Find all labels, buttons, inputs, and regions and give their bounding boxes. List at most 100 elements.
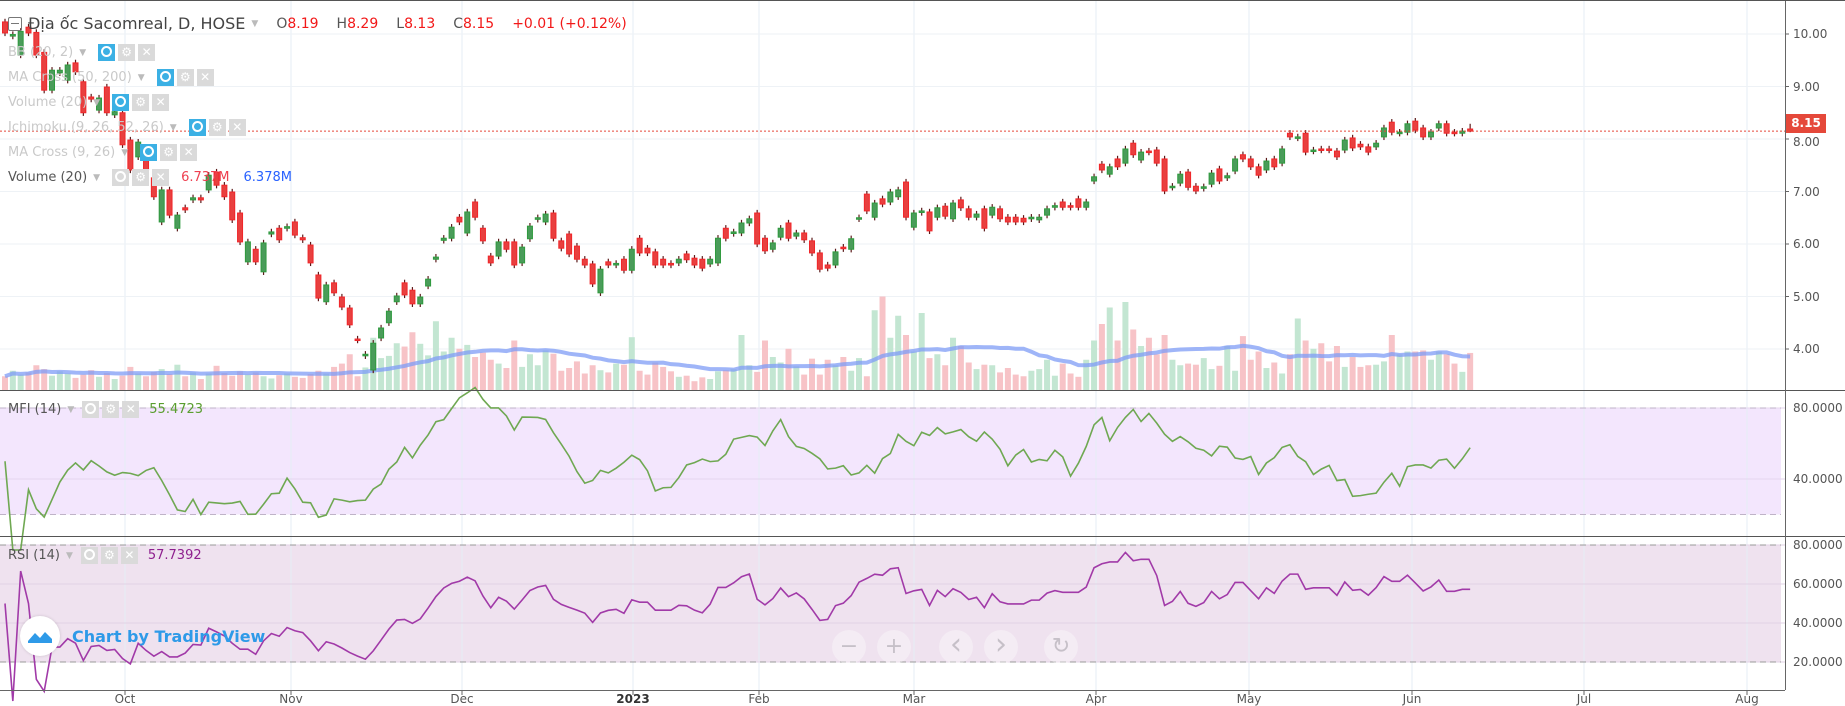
eye-icon[interactable] xyxy=(140,144,158,161)
volume-bar xyxy=(1427,359,1434,390)
candle-down xyxy=(72,62,79,73)
scroll-left-button[interactable]: ‹ xyxy=(939,630,973,664)
candle-up xyxy=(1177,173,1184,184)
volume-bar xyxy=(111,379,118,390)
volume-bar xyxy=(1365,365,1372,390)
volume-bar xyxy=(72,377,79,390)
volume-bar xyxy=(1286,354,1293,390)
indicator-label[interactable]: MA Cross (9, 26) xyxy=(8,145,116,160)
high-value: H8.29 xyxy=(336,15,379,32)
candle-up xyxy=(1232,158,1239,172)
indicator-label[interactable]: Volume (20) xyxy=(8,170,88,185)
chevron-down-icon[interactable]: ▼ xyxy=(67,404,75,415)
eye-icon[interactable] xyxy=(156,69,174,86)
chevron-down-icon[interactable]: ▼ xyxy=(79,47,87,58)
chevron-down-icon[interactable]: ▼ xyxy=(169,122,177,133)
candle-down xyxy=(722,227,729,239)
gear-icon[interactable]: ⚙ xyxy=(208,119,226,136)
volume-bar xyxy=(597,370,604,390)
rsi-legend[interactable]: RSI (14) ▼ ⚙ ✕ 57.7392 xyxy=(8,547,202,564)
candle-up xyxy=(1036,216,1043,221)
eye-icon[interactable] xyxy=(98,44,116,61)
reset-chart-button[interactable]: ↻ xyxy=(1044,630,1078,664)
watermark-text[interactable]: Chart by TradingView xyxy=(72,626,266,646)
indicator-ma-cross-9-26[interactable]: MA Cross (9, 26) ▼ ⚙ ✕ xyxy=(8,144,198,161)
volume-bar xyxy=(284,373,291,390)
close-icon[interactable]: ✕ xyxy=(152,169,170,186)
volume-bar xyxy=(636,370,643,390)
candle-down xyxy=(1420,127,1427,138)
candle-down xyxy=(1412,120,1419,131)
close-icon[interactable]: ✕ xyxy=(120,547,138,564)
gear-icon[interactable]: ⚙ xyxy=(100,547,118,564)
rsi-label[interactable]: RSI (14) xyxy=(8,548,60,563)
candle-down xyxy=(903,181,910,218)
chevron-down-icon[interactable]: ▼ xyxy=(121,147,129,158)
close-icon[interactable]: ✕ xyxy=(138,44,156,61)
volume-bar xyxy=(918,313,925,390)
close-icon[interactable]: ✕ xyxy=(196,69,214,86)
candle-down xyxy=(636,237,643,254)
volume-bar xyxy=(80,374,87,390)
candle-down xyxy=(581,258,588,266)
chevron-down-icon[interactable]: ▼ xyxy=(93,97,101,108)
gear-icon[interactable]: ⚙ xyxy=(132,169,150,186)
candle-down xyxy=(942,205,949,217)
indicator-volume[interactable]: Volume (20) ▼ ⚙ ✕ 6.737M 6.378M xyxy=(8,169,292,186)
zoom-in-button[interactable]: + xyxy=(877,630,911,664)
candle-up xyxy=(17,30,24,56)
volume-bar xyxy=(252,372,259,390)
candle-up xyxy=(519,246,526,264)
volume-bar xyxy=(644,374,651,390)
candle-up xyxy=(1208,172,1215,185)
candle-up xyxy=(1341,139,1348,151)
gear-icon[interactable]: ⚙ xyxy=(118,44,136,61)
chevron-down-icon[interactable]: ▼ xyxy=(93,172,101,183)
indicator-volume-hidden[interactable]: Volume (20) ▼ ⚙ ✕ xyxy=(8,94,170,111)
eye-icon[interactable] xyxy=(82,401,100,418)
zoom-out-button[interactable]: − xyxy=(832,630,866,664)
eye-icon[interactable] xyxy=(112,94,130,111)
eye-icon[interactable] xyxy=(80,547,98,564)
indicator-bb[interactable]: BB (20, 2) ▼ ⚙ ✕ xyxy=(8,44,156,61)
close-icon[interactable]: ✕ xyxy=(228,119,246,136)
close-icon[interactable]: ✕ xyxy=(152,94,170,111)
symbol-title[interactable]: Địa ốc Sacomreal, D, HOSE xyxy=(28,14,246,33)
candle-up xyxy=(56,69,63,74)
candle-down xyxy=(1012,216,1019,223)
candle-down xyxy=(103,86,110,114)
candle-down xyxy=(479,227,486,242)
candle-up xyxy=(1028,216,1035,220)
candle-down xyxy=(965,208,972,218)
candle-down xyxy=(1216,168,1223,182)
gear-icon[interactable]: ⚙ xyxy=(102,401,120,418)
chevron-down-icon[interactable]: ▼ xyxy=(65,550,73,561)
collapse-legend-icon[interactable] xyxy=(8,16,22,31)
volume-bar xyxy=(1098,324,1105,390)
volume-bar xyxy=(1177,365,1184,390)
tradingview-watermark[interactable]: Chart by TradingView xyxy=(20,616,265,656)
indicator-label[interactable]: Ichimoku (9, 26, 52, 26) xyxy=(8,120,164,135)
scroll-right-button[interactable]: › xyxy=(984,630,1018,664)
indicator-label[interactable]: BB (20, 2) xyxy=(8,45,74,60)
chevron-down-icon[interactable]: ▼ xyxy=(251,18,259,29)
candle-up xyxy=(707,258,714,265)
volume-bar xyxy=(425,355,432,390)
gear-icon[interactable]: ⚙ xyxy=(176,69,194,86)
close-icon[interactable]: ✕ xyxy=(180,144,198,161)
eye-icon[interactable] xyxy=(112,169,130,186)
close-icon[interactable]: ✕ xyxy=(122,401,140,418)
indicator-ma-cross-50-200[interactable]: MA Cross (50, 200) ▼ ⚙ ✕ xyxy=(8,69,214,86)
indicator-ichimoku[interactable]: Ichimoku (9, 26, 52, 26) ▼ ⚙ ✕ xyxy=(8,119,246,136)
mfi-legend[interactable]: MFI (14) ▼ ⚙ ✕ 55.4723 xyxy=(8,401,203,418)
indicator-label[interactable]: MA Cross (50, 200) xyxy=(8,70,132,85)
gear-icon[interactable]: ⚙ xyxy=(132,94,150,111)
indicator-label[interactable]: Volume (20) xyxy=(8,95,88,110)
eye-icon[interactable] xyxy=(188,119,206,136)
candle-down xyxy=(338,296,345,308)
chevron-down-icon[interactable]: ▼ xyxy=(137,72,145,83)
mfi-label[interactable]: MFI (14) xyxy=(8,402,62,417)
gear-icon[interactable]: ⚙ xyxy=(160,144,178,161)
candle-up xyxy=(1138,151,1145,161)
